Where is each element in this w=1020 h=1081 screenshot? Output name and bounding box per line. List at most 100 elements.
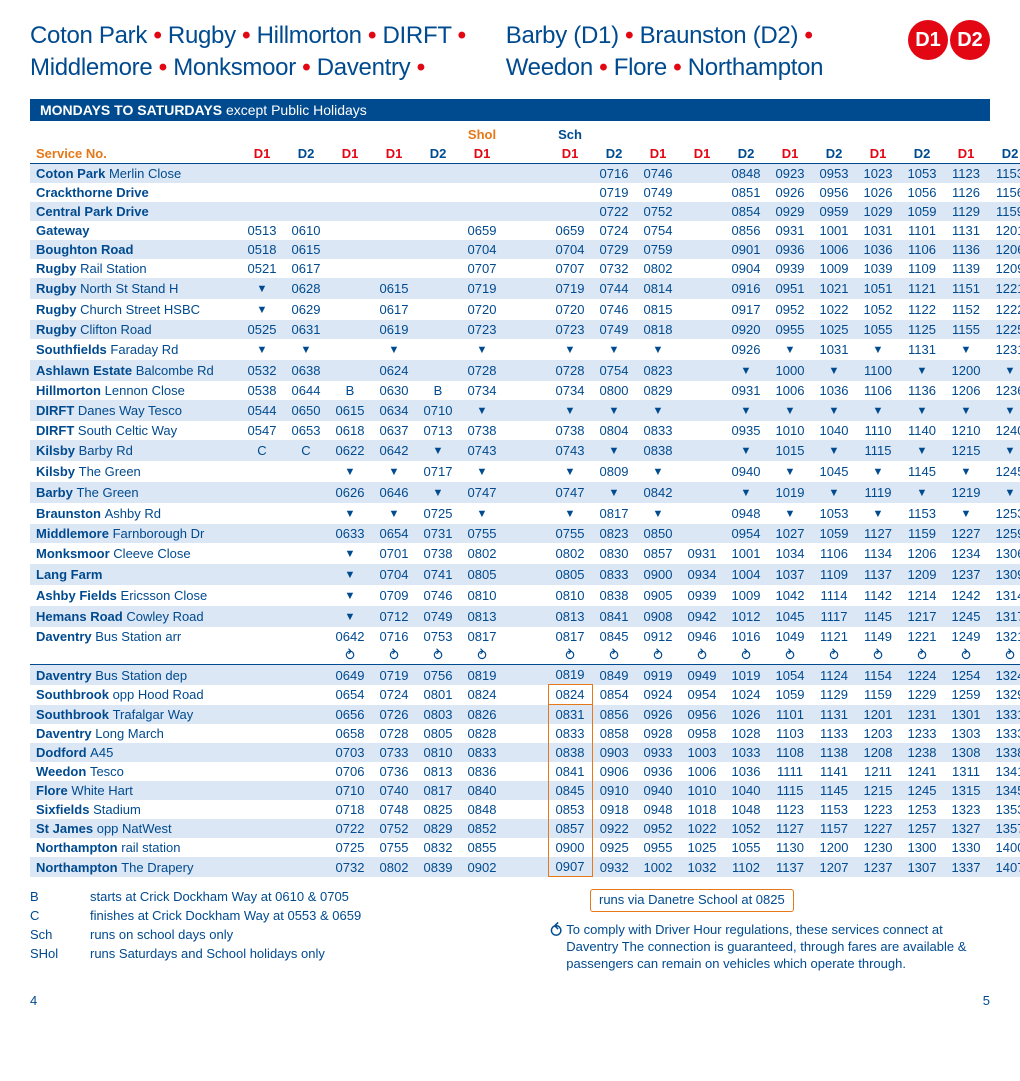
- stop-name: Northampton The Drapery: [30, 857, 240, 877]
- time-cell: 1149: [856, 627, 900, 646]
- time-cell: 1019: [724, 665, 768, 685]
- time-cell: 1245: [988, 461, 1020, 482]
- time-cell: 0752: [636, 202, 680, 221]
- time-cell: [548, 183, 592, 202]
- time-cell: [240, 781, 284, 800]
- loop-icon-cell: ⥁: [944, 646, 988, 665]
- loop-icon-cell: ⥁: [636, 646, 680, 665]
- time-cell: 1311: [944, 762, 988, 781]
- time-cell: ▼: [988, 400, 1020, 421]
- time-cell: 0741: [416, 564, 460, 585]
- time-cell: 1108: [768, 743, 812, 762]
- time-cell: ▼: [856, 461, 900, 482]
- table-row: Ashby Fields Ericsson Close▼070907460810…: [30, 585, 1020, 606]
- time-cell: 1032: [680, 857, 724, 877]
- time-cell: 0615: [328, 400, 372, 421]
- time-cell: 1137: [768, 857, 812, 877]
- time-cell: [416, 221, 460, 240]
- time-cell: 0948: [636, 800, 680, 819]
- stop-name: Boughton Road: [30, 240, 240, 259]
- time-cell: 0948: [724, 503, 768, 524]
- time-cell: [328, 360, 372, 381]
- time-cell: 1201: [856, 705, 900, 725]
- time-cell: 1121: [900, 278, 944, 299]
- time-cell: [416, 163, 460, 183]
- service-code: D2: [812, 144, 856, 164]
- stop-name: Rugby Church Street HSBC: [30, 299, 240, 320]
- time-cell: 1211: [856, 762, 900, 781]
- time-cell: 0926: [724, 339, 768, 360]
- time-cell: 1031: [856, 221, 900, 240]
- time-cell: [284, 524, 328, 543]
- time-cell: 0829: [636, 381, 680, 400]
- time-cell: ▼: [812, 440, 856, 461]
- table-row: Southbrook Trafalgar Way0656072608030826…: [30, 705, 1020, 725]
- time-cell: 0829: [416, 819, 460, 838]
- time-cell: 0900: [548, 838, 592, 857]
- time-cell: 0810: [460, 585, 504, 606]
- time-cell: 0628: [284, 278, 328, 299]
- time-cell: [504, 259, 548, 278]
- time-cell: [284, 800, 328, 819]
- time-cell: 0725: [416, 503, 460, 524]
- top-label: [240, 125, 284, 144]
- time-cell: [240, 585, 284, 606]
- service-code: D1: [548, 144, 592, 164]
- service-code: D2: [592, 144, 636, 164]
- table-row: Northampton rail station0725075508320855…: [30, 838, 1020, 857]
- time-cell: B: [416, 381, 460, 400]
- time-cell: 1237: [944, 564, 988, 585]
- loop-note-text: To comply with Driver Hour regulations, …: [566, 922, 990, 973]
- time-cell: [328, 278, 372, 299]
- time-cell: 0722: [592, 202, 636, 221]
- time-cell: 0815: [636, 299, 680, 320]
- time-cell: 0855: [460, 838, 504, 857]
- time-cell: 1159: [900, 524, 944, 543]
- page-right: 5: [983, 993, 990, 1008]
- time-cell: 0854: [592, 685, 636, 705]
- loop-icon-cell: ⥁: [460, 646, 504, 665]
- time-cell: 1331: [988, 705, 1020, 725]
- time-cell: 0856: [592, 705, 636, 725]
- time-cell: 0747: [548, 482, 592, 503]
- time-cell: 0615: [284, 240, 328, 259]
- table-row: Central Park Drive 072207520854092909591…: [30, 202, 1020, 221]
- service-code: D1: [460, 144, 504, 164]
- time-cell: 0749: [636, 183, 680, 202]
- time-cell: 1217: [900, 606, 944, 627]
- time-cell: 0749: [416, 606, 460, 627]
- time-cell: 0946: [680, 627, 724, 646]
- time-cell: ▼: [812, 482, 856, 503]
- time-cell: ▼: [636, 400, 680, 421]
- page-left: 4: [30, 993, 37, 1008]
- time-cell: 0719: [592, 183, 636, 202]
- time-cell: [680, 381, 724, 400]
- time-cell: [416, 183, 460, 202]
- time-cell: [240, 685, 284, 705]
- time-cell: 1308: [944, 743, 988, 762]
- table-row: Coton Park Merlin Close07160746084809230…: [30, 163, 1020, 183]
- time-cell: 1338: [988, 743, 1020, 762]
- time-cell: 0934: [680, 564, 724, 585]
- time-cell: 1131: [944, 221, 988, 240]
- note-line: C finishes at Crick Dockham Way at 0553 …: [30, 908, 510, 923]
- note-key: B: [30, 889, 90, 904]
- table-row: DIRFT Danes Way Tesco0544065006150634071…: [30, 400, 1020, 421]
- time-cell: [284, 724, 328, 743]
- days-light: except Public Holidays: [226, 102, 367, 118]
- time-cell: 0724: [372, 685, 416, 705]
- time-cell: [372, 163, 416, 183]
- time-cell: 0738: [460, 421, 504, 440]
- note-line: SHol runs Saturdays and School holidays …: [30, 946, 510, 961]
- time-cell: 0525: [240, 320, 284, 339]
- route-left-2: Middlemore • Monksmoor • Daventry •: [30, 52, 466, 84]
- time-cell: 1400: [988, 838, 1020, 857]
- time-cell: 0630: [372, 381, 416, 400]
- stop-name: Southfields Faraday Rd: [30, 339, 240, 360]
- loop-icon-cell: ⥁: [548, 646, 592, 665]
- time-cell: 1037: [768, 564, 812, 585]
- time-cell: ▼: [900, 482, 944, 503]
- time-cell: [328, 299, 372, 320]
- service-code: D1: [680, 144, 724, 164]
- time-cell: ▼: [812, 400, 856, 421]
